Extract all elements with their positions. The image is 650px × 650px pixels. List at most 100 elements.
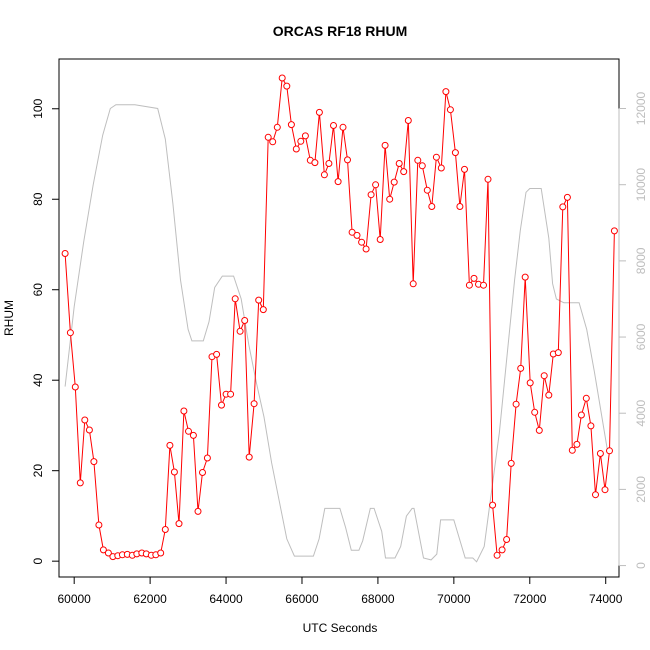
y2-tick-label: 4000 [634,400,648,427]
rhum-point [170,468,178,476]
rhum-point [194,507,202,515]
y2-tick-label: 6000 [634,323,648,350]
x-tick-label: 68000 [361,592,395,606]
rhum-point [367,191,375,199]
rhum-point [353,231,361,239]
rhum-point [592,491,599,499]
rhum-point [540,372,548,380]
rhum-point [199,469,206,476]
rhum-point [325,160,333,167]
rhum-point [81,416,89,424]
y-tick-label: 20 [31,464,45,478]
rhum-point [418,162,426,170]
rhum-point [189,431,197,439]
rhum-point [157,549,165,557]
y2-tick-label: 8000 [634,247,648,274]
rhum-point [596,450,604,457]
rhum-point [315,108,323,116]
rhum-point [292,145,300,153]
y-tick-label: 0 [31,558,45,565]
y2-tick-label: 0 [634,562,648,569]
rhum-point [241,317,249,324]
x-tick-label: 60000 [57,592,91,606]
rhum-point [376,236,384,243]
rhum-point [259,306,267,314]
x-tick-label: 64000 [209,592,243,606]
rhum-point [76,479,84,487]
rhum-point [573,440,581,448]
rhum-point [526,379,534,387]
rhum-point [278,74,286,82]
rhum-point [85,426,93,434]
chart-title: ORCAS RF18 RHUM [273,23,408,39]
rhum-point [414,156,422,164]
rhum-point [301,132,309,140]
rhum-point [400,168,408,176]
rhum-point [512,400,520,408]
rhum-point [372,181,380,189]
rhum-point [320,171,328,179]
rhum-series [61,74,618,561]
rhum-point [493,551,501,559]
rhum-point [563,193,571,201]
rhum-point [442,88,450,96]
rhum-point [297,137,305,145]
y2-tick-label: 10000 [634,168,648,202]
rhum-point [66,329,74,337]
rhum-point [71,383,79,391]
x-axis-label: UTC Seconds [303,621,378,635]
rhum-point [545,391,553,399]
rhum-point [227,390,235,398]
rhum-point [104,549,112,557]
rhum-point [404,117,412,124]
rhum-point [95,521,103,529]
rhum-point [451,149,459,157]
rhum-point [521,273,529,281]
rhum-point [409,280,417,288]
y-tick-label: 60 [31,283,45,297]
rhum-point [432,153,440,161]
rhum-point [348,228,356,236]
rhum-point [90,458,98,466]
rhum-point [330,122,337,129]
rhum-point [517,364,525,372]
rhum-point [339,123,347,131]
altitude-series [64,104,609,563]
rhum-point [273,123,281,131]
rhum-point [250,400,258,408]
y-tick-label: 100 [31,98,45,118]
y-axis-label: RHUM [2,300,16,336]
rhum-point [568,446,576,454]
rhum-point [554,349,562,357]
rhum-point [236,327,244,335]
rhum-point [99,546,107,554]
rhum-point [283,82,291,90]
rhum-point [461,165,468,173]
rhum-point [269,138,277,146]
rhum-point [395,160,403,167]
rhum-point [381,141,389,149]
rhum-point [386,195,394,203]
rhum-point [456,203,464,210]
rhum-point [446,106,454,114]
rhum-point [470,274,478,282]
rhum-point [213,350,221,358]
rhum-point [507,459,515,467]
rhum-point [185,427,192,435]
y-axis-right: 0 2000 4000 6000 8000 10000 12000 [618,92,648,569]
y2-tick-label: 2000 [634,476,648,503]
rhum-point [180,407,188,415]
rhum-point [610,227,618,235]
rhum-point [489,501,497,509]
rhum-point [362,245,370,253]
rhum-point [577,411,585,419]
rhum-point [358,238,366,246]
rhum-point [428,203,436,210]
rhum-point [344,156,351,164]
rhum-point [390,178,398,186]
rhum-point [587,422,595,430]
rhum-point [218,401,225,409]
rhum-point [582,394,590,402]
